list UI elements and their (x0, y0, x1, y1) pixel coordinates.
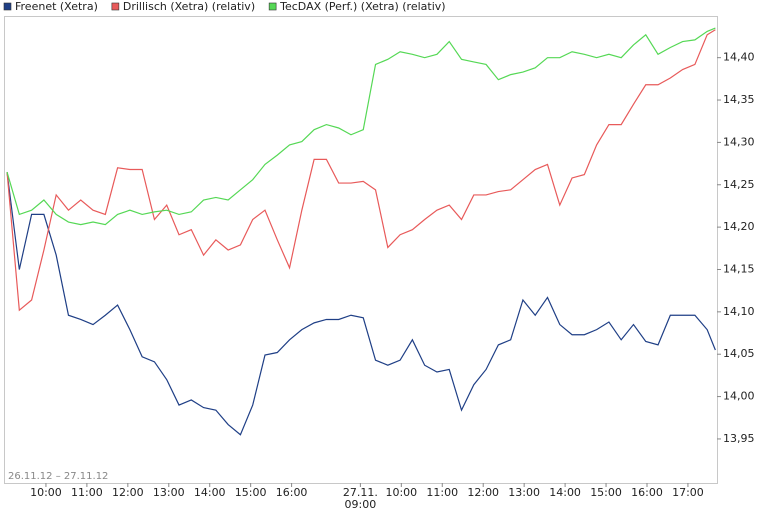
series-line (6, 29, 716, 312)
legend-swatch (3, 2, 12, 11)
date-range: 26.11.12 – 27.11.12 (8, 471, 108, 482)
series-line (6, 171, 716, 436)
y-tick-label: 14,00 (723, 390, 755, 403)
legend-label: TecDAX (Perf.) (Xetra) (relativ) (279, 0, 445, 13)
y-tick-label: 14,10 (723, 305, 755, 318)
y-tick-label: 14,25 (723, 178, 755, 191)
x-tick-label: 27.11. 09:00 (343, 486, 378, 511)
legend-label: Drillisch (Xetra) (relativ) (123, 0, 255, 13)
legend-swatch (268, 2, 277, 11)
x-tick-label: 12:00 (467, 486, 499, 499)
x-tick-label: 17:00 (672, 486, 704, 499)
x-tick-label: 14:00 (549, 486, 581, 499)
x-tick-label: 12:00 (112, 486, 144, 499)
plot-frame (4, 16, 718, 484)
y-tick-label: 14,40 (723, 51, 755, 64)
x-tick-label: 11:00 (426, 486, 458, 499)
x-tick-label: 13:00 (153, 486, 185, 499)
series-line (6, 27, 716, 226)
y-tick-label: 14,15 (723, 262, 755, 275)
x-tick-label: 15:00 (235, 486, 267, 499)
legend-swatch (111, 2, 120, 11)
x-tick-label: 16:00 (631, 486, 663, 499)
y-tick-label: 14,35 (723, 93, 755, 106)
x-tick-label: 11:00 (71, 486, 103, 499)
x-tick-label: 14:00 (194, 486, 226, 499)
y-tick-label: 14,20 (723, 220, 755, 233)
legend-label: Freenet (Xetra) (15, 0, 98, 13)
x-tick-label: 13:00 (508, 486, 540, 499)
x-tick-label: 15:00 (590, 486, 622, 499)
y-tick-label: 13,95 (723, 432, 755, 445)
y-tick-label: 14,30 (723, 135, 755, 148)
y-tick-label: 14,05 (723, 347, 755, 360)
x-tick-label: 16:00 (276, 486, 308, 499)
x-tick-label: 10:00 (30, 486, 62, 499)
x-tick-label: 10:00 (385, 486, 417, 499)
